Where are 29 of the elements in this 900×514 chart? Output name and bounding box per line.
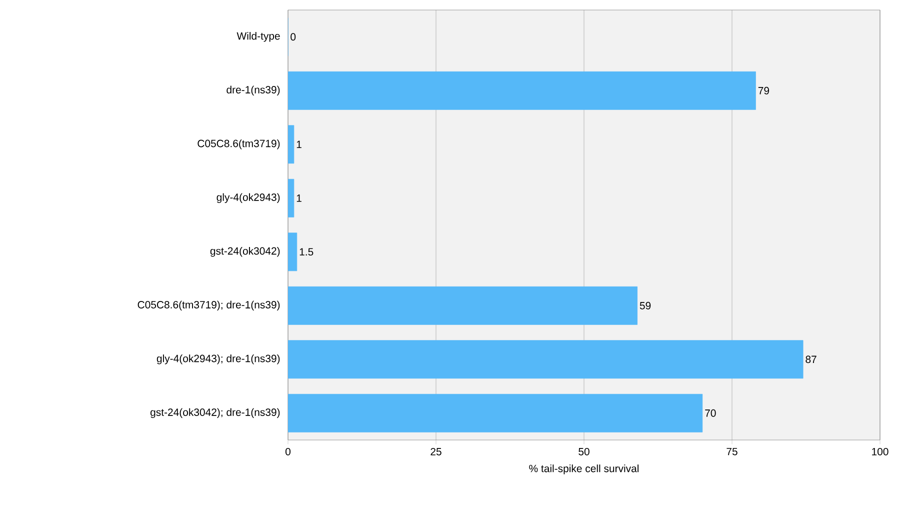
- data-label: 1: [296, 140, 302, 148]
- bar: [288, 340, 804, 379]
- bar: [288, 71, 756, 110]
- data-label: 1: [296, 194, 302, 202]
- data-label: 1.5: [300, 248, 314, 256]
- x-tick-label: 100: [872, 448, 888, 456]
- bar: [288, 178, 294, 218]
- data-label: 0: [290, 33, 296, 41]
- x-tick-label: 0: [286, 448, 290, 456]
- data-label: 79: [758, 86, 770, 94]
- y-tick-label: gst-24(ok3042); dre-1(ns39): [150, 408, 280, 418]
- y-tick-label: gst-24(ok3042): [210, 247, 280, 257]
- bar: [288, 232, 298, 272]
- x-axis-title: % tail-spike cell survival: [529, 464, 639, 474]
- y-tick-label: gly-4(ok2943); dre-1(ns39): [156, 354, 280, 364]
- y-tick-label: Wild-type: [236, 32, 280, 42]
- x-tick-label: 50: [578, 448, 590, 456]
- data-label: 87: [806, 356, 816, 364]
- bar: [288, 286, 638, 325]
- bar: [288, 125, 294, 164]
- x-tick-label: 25: [430, 448, 442, 456]
- x-tick-label: 75: [726, 448, 738, 456]
- y-tick-label: C05C8.6(tm3719); dre-1(ns39): [138, 300, 280, 311]
- bar: [288, 394, 703, 432]
- data-label: 70: [705, 409, 716, 417]
- data-label: 59: [640, 302, 651, 310]
- y-tick-label: C05C8.6(tm3719): [198, 140, 280, 150]
- y-tick-label: gly-4(ok2943): [216, 193, 280, 204]
- y-tick-label: dre-1(ns39): [226, 86, 280, 96]
